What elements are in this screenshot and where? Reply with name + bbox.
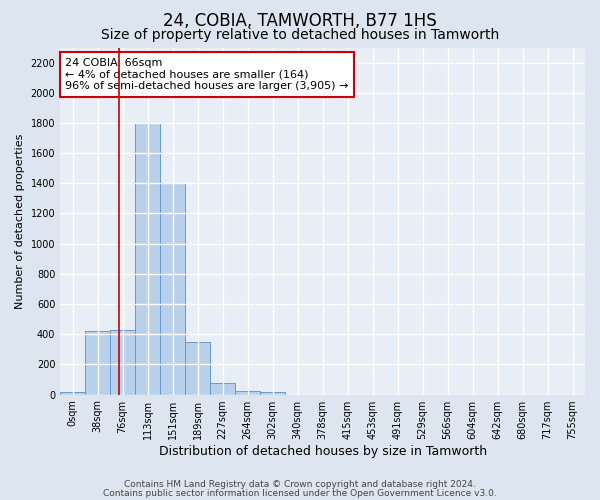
- Bar: [160, 184, 185, 394]
- Bar: [260, 392, 285, 394]
- Bar: [110, 330, 135, 394]
- X-axis label: Distribution of detached houses by size in Tamworth: Distribution of detached houses by size …: [158, 444, 487, 458]
- Bar: [210, 382, 235, 394]
- Text: Contains HM Land Registry data © Crown copyright and database right 2024.: Contains HM Land Registry data © Crown c…: [124, 480, 476, 489]
- Bar: [60, 392, 85, 394]
- Bar: [235, 391, 260, 394]
- Text: Contains public sector information licensed under the Open Government Licence v3: Contains public sector information licen…: [103, 489, 497, 498]
- Text: 24, COBIA, TAMWORTH, B77 1HS: 24, COBIA, TAMWORTH, B77 1HS: [163, 12, 437, 30]
- Text: 24 COBIA: 66sqm
← 4% of detached houses are smaller (164)
96% of semi-detached h: 24 COBIA: 66sqm ← 4% of detached houses …: [65, 58, 349, 91]
- Bar: [85, 331, 110, 394]
- Bar: [135, 123, 160, 394]
- Bar: [185, 342, 210, 394]
- Y-axis label: Number of detached properties: Number of detached properties: [15, 134, 25, 308]
- Text: Size of property relative to detached houses in Tamworth: Size of property relative to detached ho…: [101, 28, 499, 42]
